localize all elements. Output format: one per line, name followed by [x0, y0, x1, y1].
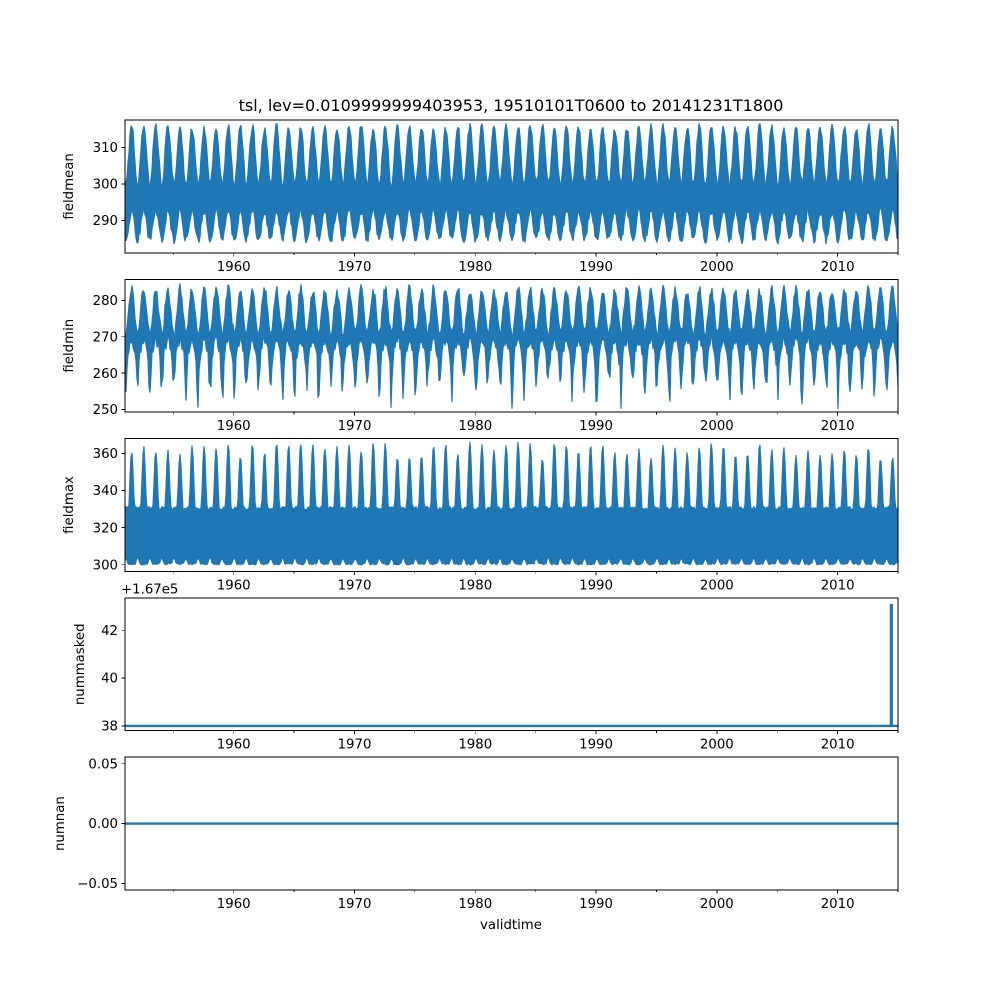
subplot-nummasked: 38 40 42 1960 1970 1980 1990 2000 2010 nummasked +…: [73, 582, 899, 753]
x-tick-label: 1980: [458, 260, 492, 275]
subplot-fieldmax: 300 320 340 360 1960 1970 1980 1990 2000 2010 fiel…: [62, 438, 899, 593]
y-tick-label: 300: [93, 178, 118, 193]
series-fieldmax: [125, 441, 898, 566]
y-tick-label: 250: [93, 403, 118, 418]
y-axis-title-fieldmin: fieldmin: [62, 319, 77, 373]
x-tick-label: 1970: [338, 578, 372, 593]
x-tick-label: 1960: [217, 260, 251, 275]
x-tick-label: 2010: [821, 897, 855, 912]
x-tick-label: 1980: [458, 738, 492, 753]
y-tick-label: 360: [93, 447, 118, 462]
y-tick-label: 280: [93, 294, 118, 309]
x-axis-title: validtime: [480, 918, 542, 933]
x-tick-label: 2000: [700, 419, 734, 434]
axes-frame: [124, 438, 899, 572]
x-tick-label: 1980: [458, 419, 492, 434]
subplots: 290 300 310 1960 1970 1980 1990 2000 2010 fieldme…: [53, 119, 899, 912]
y-tick-label: 320: [93, 521, 118, 536]
y-tick-label: 300: [93, 558, 118, 573]
y-tick-label: 0.00: [88, 817, 118, 832]
x-tick-label: 1990: [579, 738, 613, 753]
series-fieldmean: [125, 123, 898, 245]
series-fieldmin: [125, 283, 898, 409]
x-tick-label: 2000: [700, 738, 734, 753]
y-axis-title-fieldmax: fieldmax: [62, 476, 77, 534]
x-tick-label: 1980: [458, 578, 492, 593]
y-tick-label: 290: [93, 214, 118, 229]
axes-frame: [124, 119, 899, 254]
x-tick-label: 1970: [338, 738, 372, 753]
x-tick-label: 1990: [579, 260, 613, 275]
subplot-fieldmin: 250 260 270 280 1960 1970 1980 1990 2000 2010 fiel…: [62, 278, 899, 434]
y-axis-offset-text: +1.67e5: [121, 582, 178, 597]
y-axis-title-fieldmean: fieldmean: [62, 153, 77, 219]
x-tick-label: 2010: [821, 578, 855, 593]
y-tick-label: 260: [93, 367, 118, 382]
y-tick-label: 38: [101, 720, 118, 735]
x-tick-label: 1960: [217, 578, 251, 593]
y-tick-label: 340: [93, 484, 118, 499]
x-tick-label: 2000: [700, 897, 734, 912]
x-tick-label: 2000: [700, 578, 734, 593]
x-tick-label: 1990: [579, 578, 613, 593]
axes-frame: [124, 597, 899, 732]
x-tick-label: 1990: [579, 419, 613, 434]
y-tick-label: −0.05: [77, 877, 118, 892]
x-tick-label: 2010: [821, 738, 855, 753]
y-tick-label: 310: [93, 141, 118, 156]
chart-title: tsl, lev=0.0109999999403953, 19510101T06…: [239, 96, 784, 115]
x-tick-label: 1960: [217, 897, 251, 912]
x-tick-label: 1960: [217, 419, 251, 434]
x-tick-label: 1970: [338, 419, 372, 434]
x-tick-label: 2000: [700, 260, 734, 275]
y-tick-label: 42: [101, 624, 118, 639]
y-tick-label: 0.05: [88, 757, 118, 772]
x-tick-label: 2010: [821, 419, 855, 434]
y-tick-label: 40: [101, 672, 118, 687]
subplot-fieldmean: 290 300 310 1960 1970 1980 1990 2000 2010 fieldme…: [62, 119, 899, 275]
x-tick-label: 1960: [217, 738, 251, 753]
y-axis-title-nummasked: nummasked: [73, 623, 88, 705]
y-tick-label: 270: [93, 330, 118, 345]
x-tick-label: 1990: [579, 897, 613, 912]
y-axis-title-numnan: numnan: [53, 796, 68, 851]
x-tick-label: 1970: [338, 897, 372, 912]
x-tick-label: 1980: [458, 897, 492, 912]
axes-frame: [124, 278, 899, 413]
x-tick-label: 2010: [821, 260, 855, 275]
x-tick-label: 1970: [338, 260, 372, 275]
subplot-numnan: −0.05 0.00 0.05 1960 1970 1980 1990 2000 2010 num…: [53, 756, 899, 912]
